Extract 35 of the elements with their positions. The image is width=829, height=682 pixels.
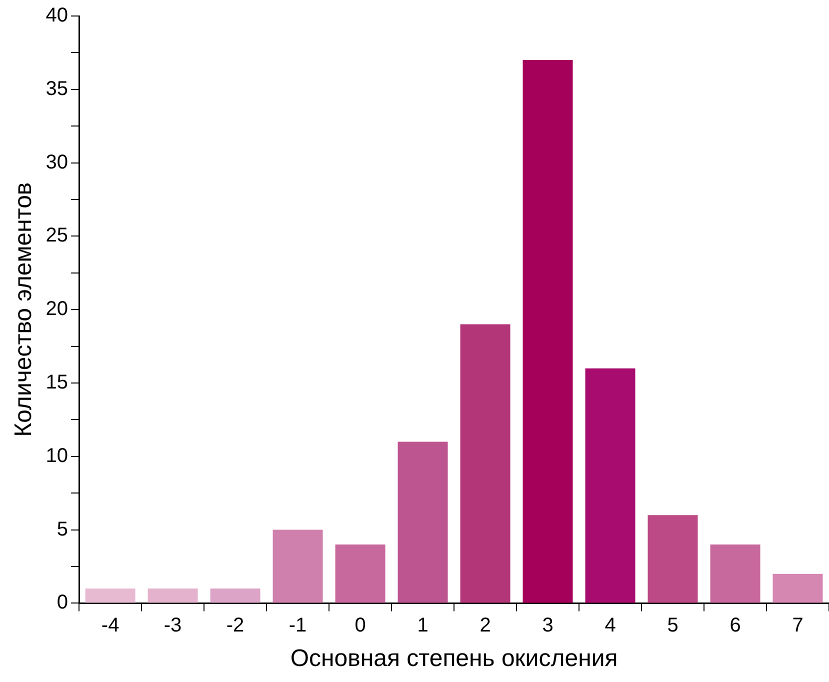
- bar: [148, 588, 198, 603]
- x-tick-label: -4: [101, 614, 120, 637]
- x-tick-label: -2: [226, 614, 244, 637]
- x-tick-label: 3: [542, 614, 554, 637]
- bar: [648, 515, 698, 603]
- y-tick-label: 40: [46, 4, 68, 27]
- bar: [85, 588, 136, 603]
- y-tick-label: 5: [56, 518, 68, 540]
- x-tick-label: -3: [164, 614, 182, 637]
- y-tick-label: 35: [46, 78, 68, 100]
- bar: [210, 588, 260, 603]
- y-tick-label: 15: [46, 372, 68, 394]
- x-tick-label: 7: [792, 614, 804, 637]
- bar: [710, 544, 760, 603]
- x-tick-label: 4: [604, 614, 616, 637]
- x-tick-label: 2: [480, 614, 491, 637]
- x-axis-title: Основная степень окисления: [290, 645, 618, 672]
- y-axis-title: Количество элементов: [10, 182, 38, 437]
- bar: [772, 574, 823, 603]
- bar: [460, 324, 510, 603]
- x-tick-label: 6: [730, 614, 741, 637]
- y-tick-label: 10: [46, 444, 68, 467]
- bar: [585, 368, 636, 603]
- y-tick-label: 30: [46, 151, 68, 174]
- x-tick-label: -1: [288, 614, 307, 637]
- bar: [272, 530, 323, 603]
- bar: [335, 544, 386, 603]
- bar: [398, 442, 448, 603]
- x-tick-label: 1: [417, 614, 428, 637]
- y-tick-label: 0: [56, 592, 68, 614]
- y-tick-label: 20: [46, 298, 68, 320]
- x-tick-label: 0: [354, 614, 366, 637]
- y-tick-label: 25: [46, 224, 68, 247]
- x-tick-label: 5: [667, 614, 678, 637]
- bar: [522, 60, 573, 603]
